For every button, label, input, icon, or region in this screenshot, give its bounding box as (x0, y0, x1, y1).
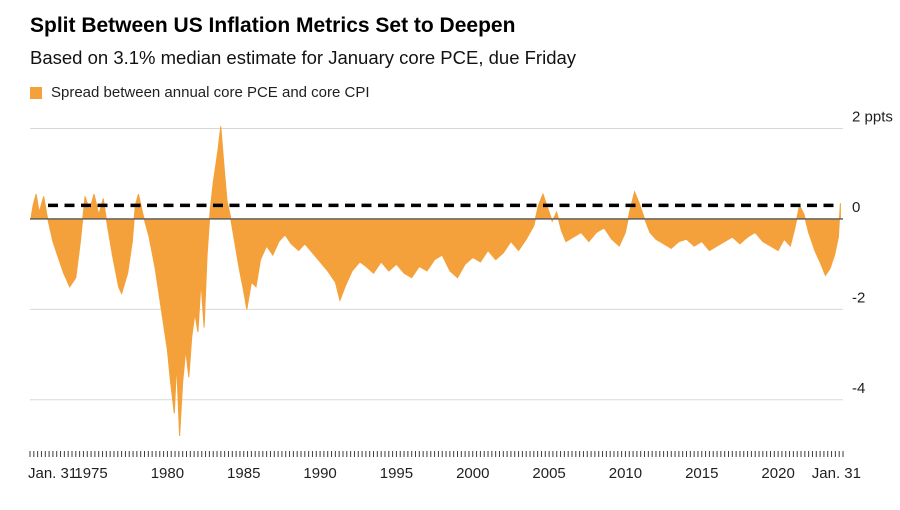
svg-text:1985: 1985 (227, 465, 260, 482)
svg-text:2000: 2000 (456, 465, 489, 482)
svg-text:1975: 1975 (74, 465, 107, 482)
legend-label: Spread between annual core PCE and core … (51, 84, 370, 102)
svg-text:2005: 2005 (532, 465, 565, 482)
svg-text:1980: 1980 (151, 465, 184, 482)
chart-subtitle: Based on 3.1% median estimate for Januar… (30, 47, 577, 69)
svg-text:2015: 2015 (685, 465, 718, 482)
svg-text:Jan. 31: Jan. 31 (28, 465, 77, 482)
chart-area: Jan. 31 1975 1980 1985 1990 1995 2000 2005 2010 2… (0, 105, 900, 500)
svg-text:2020: 2020 (761, 465, 794, 482)
svg-text:-4: -4 (852, 380, 865, 397)
chart-header: Split Between US Inflation Metrics Set t… (0, 0, 900, 101)
legend-swatch-icon (30, 86, 42, 99)
svg-text:0: 0 (852, 199, 860, 216)
svg-text:1995: 1995 (380, 465, 413, 482)
svg-text:1990: 1990 (303, 465, 336, 482)
svg-text:2 ppts: 2 ppts (852, 109, 893, 126)
legend: Spread between annual core PCE and core … (30, 84, 870, 101)
svg-text:-2: -2 (852, 290, 865, 307)
svg-text:Jan. 31: Jan. 31 (812, 465, 861, 482)
chart-title: Split Between US Inflation Metrics Set t… (30, 14, 516, 37)
svg-text:2010: 2010 (609, 465, 642, 482)
